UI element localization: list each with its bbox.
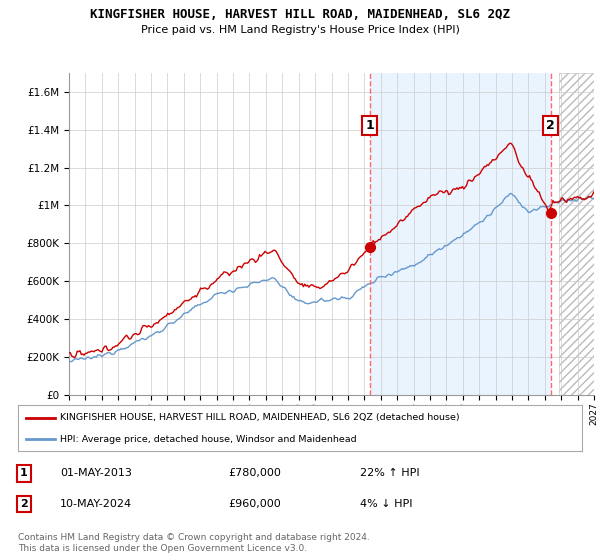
- Text: 2: 2: [20, 499, 28, 509]
- Text: 1: 1: [365, 119, 374, 132]
- Text: £960,000: £960,000: [228, 499, 281, 509]
- Bar: [370, 73, 551, 395]
- Text: 1: 1: [20, 468, 28, 478]
- Text: 2: 2: [547, 119, 555, 132]
- Text: KINGFISHER HOUSE, HARVEST HILL ROAD, MAIDENHEAD, SL6 2QZ: KINGFISHER HOUSE, HARVEST HILL ROAD, MAI…: [90, 8, 510, 21]
- Text: 4% ↓ HPI: 4% ↓ HPI: [360, 499, 413, 509]
- Text: KINGFISHER HOUSE, HARVEST HILL ROAD, MAIDENHEAD, SL6 2QZ (detached house): KINGFISHER HOUSE, HARVEST HILL ROAD, MAI…: [60, 413, 460, 422]
- Text: 10-MAY-2024: 10-MAY-2024: [60, 499, 132, 509]
- Text: HPI: Average price, detached house, Windsor and Maidenhead: HPI: Average price, detached house, Wind…: [60, 435, 357, 444]
- Text: 01-MAY-2013: 01-MAY-2013: [60, 468, 132, 478]
- Text: Price paid vs. HM Land Registry's House Price Index (HPI): Price paid vs. HM Land Registry's House …: [140, 25, 460, 35]
- Text: Contains HM Land Registry data © Crown copyright and database right 2024.
This d: Contains HM Land Registry data © Crown c…: [18, 533, 370, 553]
- Text: 22% ↑ HPI: 22% ↑ HPI: [360, 468, 419, 478]
- Text: £780,000: £780,000: [228, 468, 281, 478]
